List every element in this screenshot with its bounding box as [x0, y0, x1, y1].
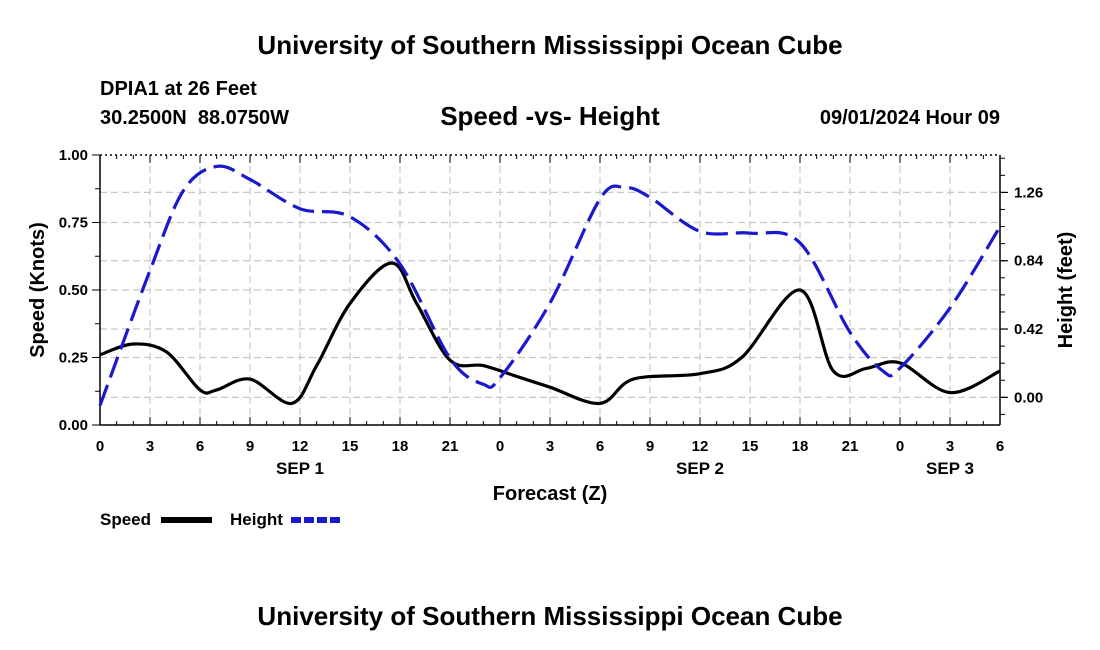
y-tick-label-right: 0.00: [1014, 389, 1043, 406]
y-axis-left-label: Speed (Knots): [27, 222, 49, 358]
x-tick-label: 3: [946, 438, 954, 455]
y-tick-label-right: 1.26: [1014, 184, 1043, 201]
day-label: SEP 2: [676, 459, 724, 478]
y-tick-label-left: 0.50: [59, 282, 88, 299]
series-height-line: [98, 164, 1002, 407]
y-axis-right-label: Height (feet): [1055, 232, 1077, 349]
day-label: SEP 3: [926, 459, 974, 478]
y-tick-label-left: 1.00: [59, 147, 88, 164]
legend-label-height: Height: [230, 510, 283, 529]
x-tick-label: 15: [742, 438, 759, 455]
x-axis-label: Forecast (Z): [493, 483, 607, 505]
grid-lines: [100, 155, 1000, 425]
y-tick-label-left: 0.00: [59, 417, 88, 434]
x-tick-label: 21: [442, 438, 459, 455]
x-tick-label: 15: [342, 438, 359, 455]
chart-subtitle: Speed -vs- Height: [440, 101, 660, 131]
x-tick-label: 6: [196, 438, 204, 455]
x-tick-label: 21: [842, 438, 859, 455]
series-speed-line: [99, 261, 1001, 406]
datetime-label: 09/01/2024 Hour 09: [820, 107, 1000, 129]
series-layer: [98, 164, 1002, 407]
footer-title: University of Southern Mississippi Ocean…: [257, 601, 842, 631]
x-tick-label: 18: [792, 438, 809, 455]
x-tick-label: 3: [546, 438, 554, 455]
x-tick-label: 12: [692, 438, 709, 455]
legend-label-speed: Speed: [100, 510, 151, 529]
legend: Speed Height: [100, 510, 342, 529]
x-tick-label: 18: [392, 438, 409, 455]
station-label: DPIA1 at 26 Feet: [100, 78, 257, 100]
x-tick-label: 9: [646, 438, 654, 455]
y-tick-label-right: 0.42: [1014, 321, 1043, 338]
coordinates-label: 30.2500N 88.0750W: [100, 107, 289, 129]
x-tick-label: 0: [496, 438, 504, 455]
x-tick-label: 9: [246, 438, 254, 455]
y-tick-label-right: 0.84: [1014, 253, 1044, 270]
day-label: SEP 1: [276, 459, 324, 478]
x-tick-label: 12: [292, 438, 309, 455]
y-tick-label-left: 0.25: [59, 350, 88, 367]
y-tick-label-left: 0.75: [59, 215, 88, 232]
x-tick-label: 6: [596, 438, 604, 455]
axes: 0 3 6 9 12 15 18 21 0 3 6 9 12 15 18 21 0 3 6 SEP 1 SEP 2 SEP…: [59, 147, 1044, 478]
x-tick-label: 0: [96, 438, 104, 455]
chart-main-title: University of Southern Mississippi Ocean…: [257, 30, 842, 60]
x-tick-label: 3: [146, 438, 154, 455]
x-tick-label: 6: [996, 438, 1004, 455]
x-tick-label: 0: [896, 438, 904, 455]
